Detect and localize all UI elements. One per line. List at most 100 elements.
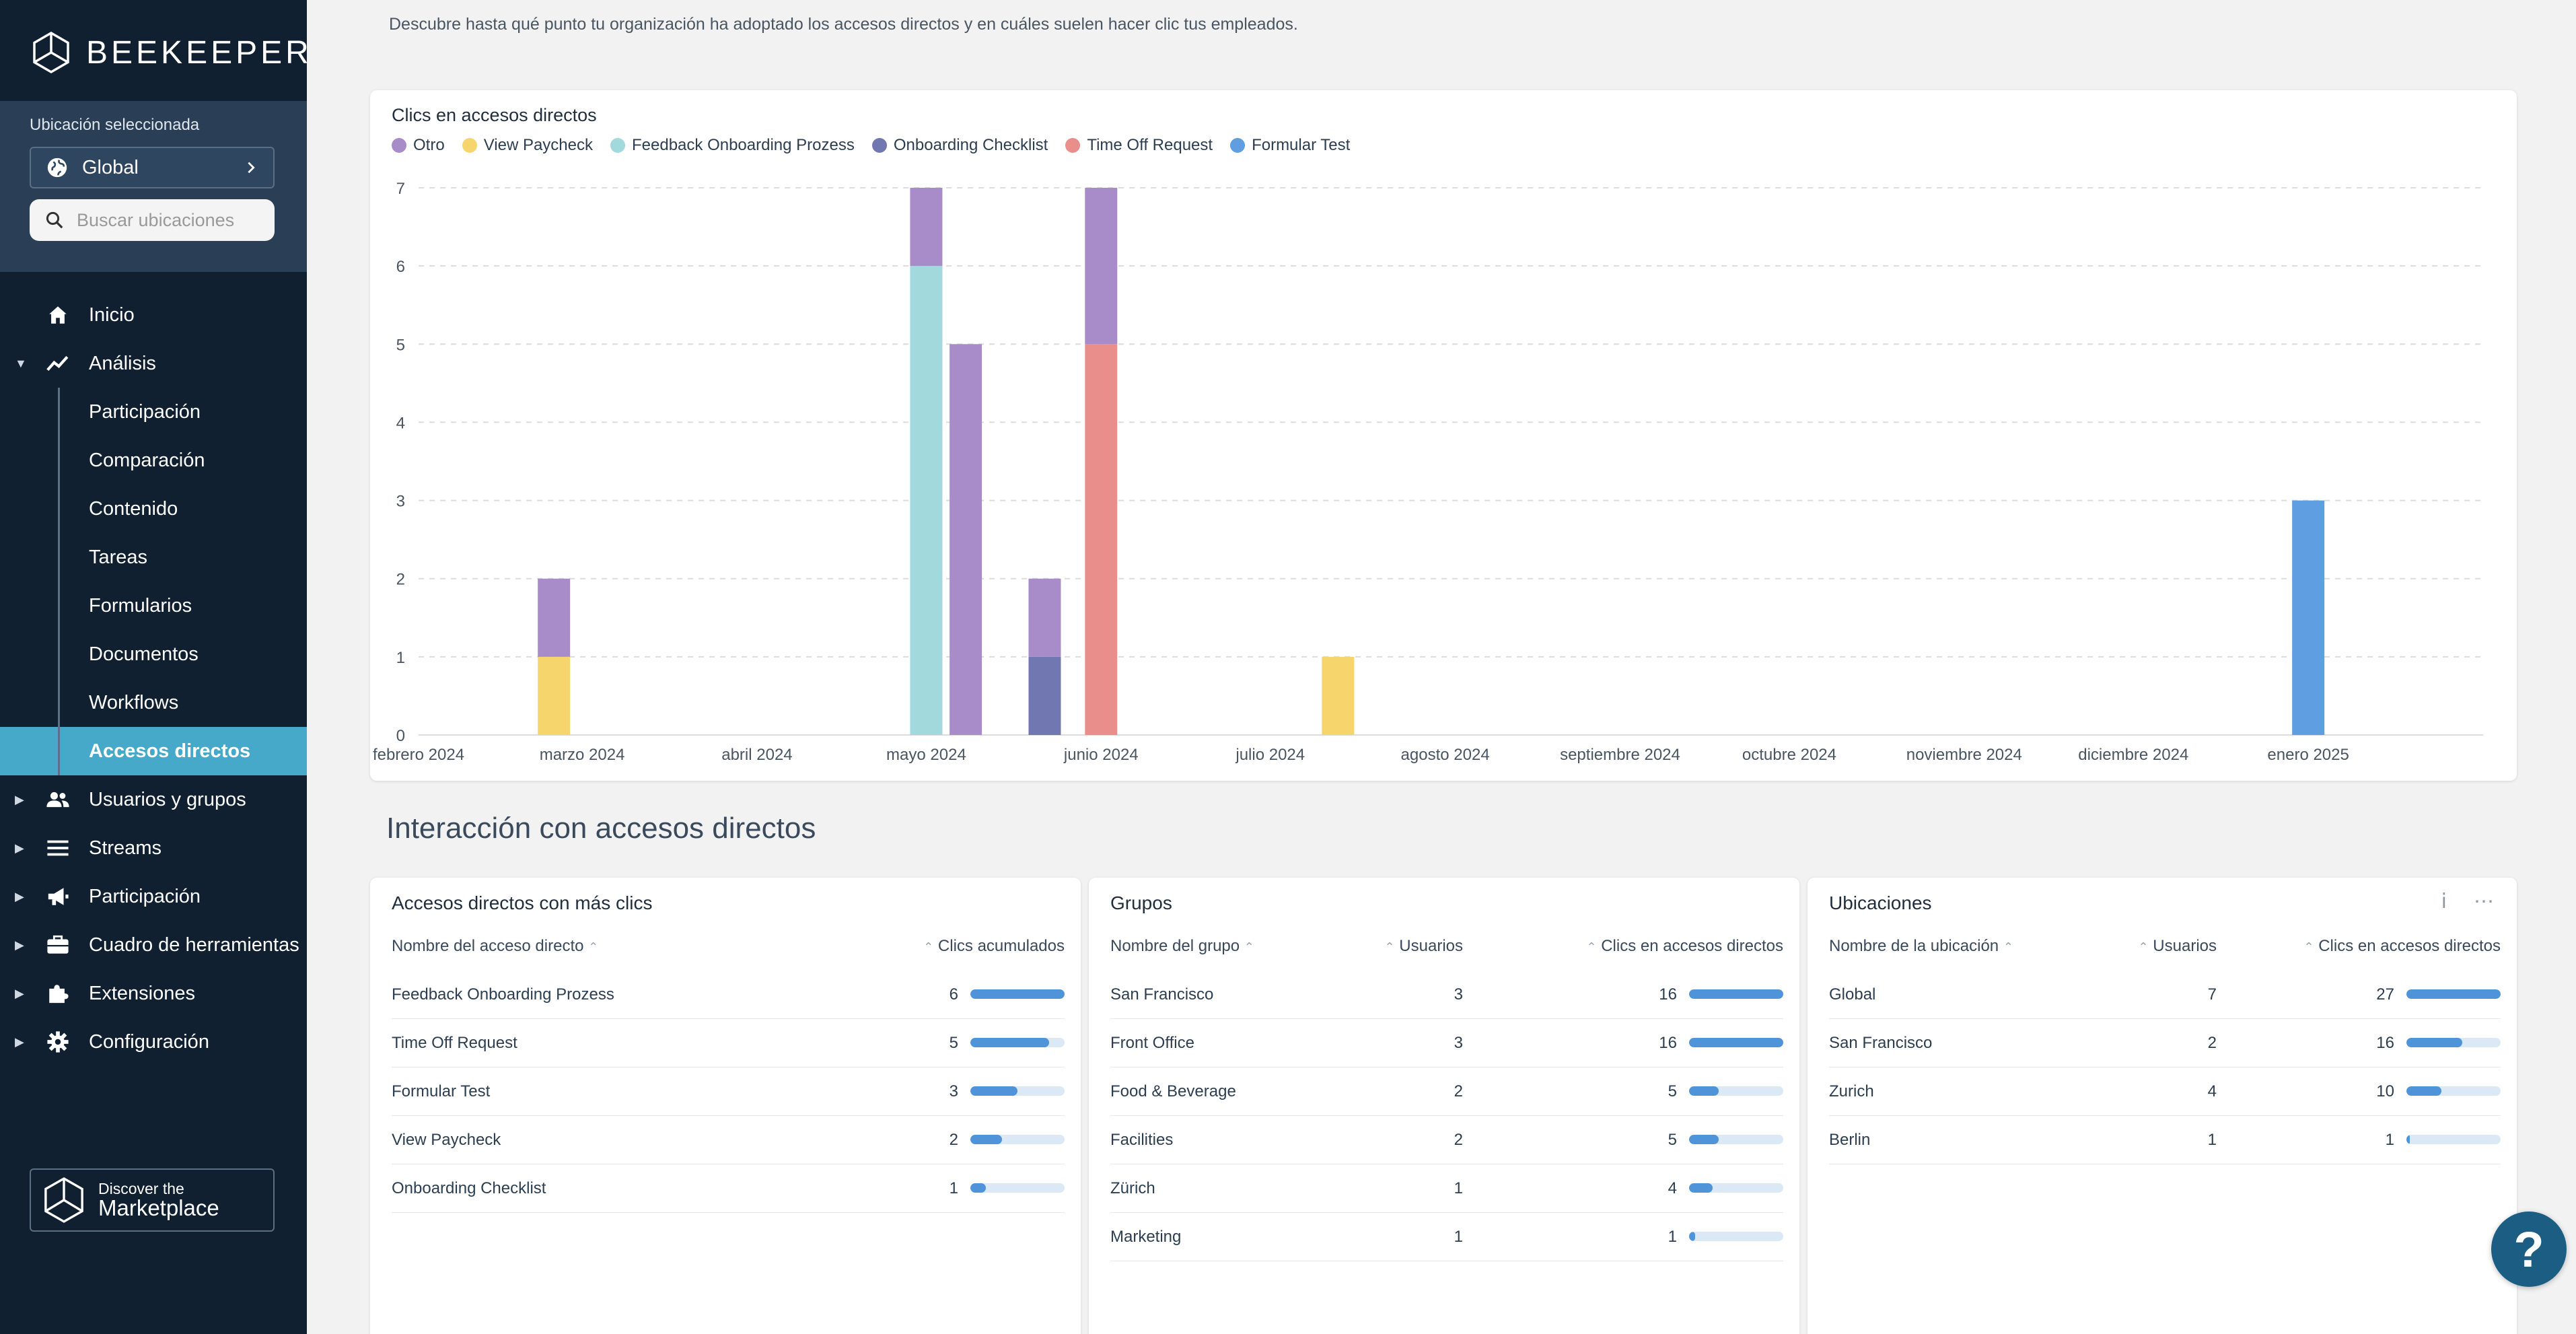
clicks-bar [970, 1086, 1065, 1096]
sub-item-tareas[interactable]: Tareas [89, 546, 148, 568]
location-search-input[interactable] [77, 209, 258, 231]
sort-icon: ⌃ [2303, 940, 2314, 954]
main-nav: Inicio ▼ Análisis Participación Comparac… [0, 291, 307, 1066]
legend-item[interactable]: Time Off Request [1065, 136, 1213, 155]
sub-item-comparacion[interactable]: Comparación [89, 449, 205, 471]
col-shortcut-clicks[interactable]: ⌃ Clics en accesos directos [2303, 937, 2501, 955]
table-row[interactable]: Zurich 4 10 [1829, 1067, 2501, 1116]
table-row[interactable]: Global 7 27 [1829, 971, 2501, 1019]
col-shortcut-name[interactable]: Nombre del acceso directo ⌃ [392, 937, 599, 955]
x-tick-label: agosto 2024 [1401, 746, 1490, 764]
more-options-icon[interactable]: ⋯ [2474, 890, 2494, 913]
sub-item-documentos[interactable]: Documentos [89, 643, 199, 665]
col-group-name[interactable]: Nombre del grupo ⌃ [1110, 937, 1254, 955]
row-name: Global [1829, 985, 1876, 1004]
nav-item-configuracion[interactable]: ▶ Configuración [0, 1018, 307, 1066]
locations-card-actions: ⅰ ⋯ [2441, 890, 2494, 913]
location-selector[interactable]: Global [30, 147, 275, 188]
row-name: Marketing [1110, 1228, 1182, 1246]
help-button[interactable]: ? [2491, 1212, 2567, 1287]
col-accumulated-clicks[interactable]: ⌃ Clics acumulados [923, 937, 1065, 955]
nav-item-extensiones[interactable]: ▶ Extensiones [0, 969, 307, 1018]
legend-item[interactable]: Otro [392, 136, 445, 155]
table-row[interactable]: Marketing 1 1 [1110, 1213, 1783, 1261]
table-row[interactable]: Front Office 3 16 [1110, 1019, 1783, 1067]
clicks-bar [2406, 1038, 2501, 1047]
legend-item[interactable]: View Paycheck [462, 136, 593, 155]
sub-item-participacion[interactable]: Participación [89, 400, 201, 423]
legend-dot [1230, 138, 1246, 153]
table-row[interactable]: Food & Beverage 2 5 [1110, 1067, 1783, 1116]
locations-card: Ubicaciones ⅰ ⋯ Nombre de la ubicación ⌃… [1808, 878, 2517, 1334]
row-clicks: 27 [2376, 985, 2394, 1004]
clicks-bar [1689, 1086, 1783, 1096]
table-row[interactable]: Onboarding Checklist 1 [392, 1164, 1065, 1213]
bar-segment [910, 188, 943, 267]
info-icon[interactable]: ⅰ [2441, 890, 2447, 913]
row-name: Food & Beverage [1110, 1082, 1236, 1100]
table-row[interactable]: San Francisco 3 16 [1110, 971, 1783, 1019]
x-tick-label: junio 2024 [1063, 746, 1139, 764]
nav-item-analisis[interactable]: ▼ Análisis [0, 339, 307, 388]
shortcut-clicks-chart-card: Clics en accesos directos Otro View Paych… [370, 90, 2517, 781]
sort-icon: ⌃ [1384, 940, 1395, 954]
nav-item-participacion[interactable]: ▶ Participación [0, 872, 307, 921]
row-clicks: 6 [949, 985, 958, 1004]
y-tick-label: 1 [396, 649, 405, 667]
table-row[interactable]: Time Off Request 5 [392, 1019, 1065, 1067]
sub-item-accesos-directos[interactable]: Accesos directos [0, 727, 307, 775]
col-location-name[interactable]: Nombre de la ubicación ⌃ [1829, 937, 2013, 955]
clicks-bar-fill [970, 989, 1065, 999]
row-name: Formular Test [392, 1082, 491, 1100]
table-row[interactable]: Feedback Onboarding Prozess 6 [392, 971, 1065, 1019]
row-clicks: 16 [1659, 1034, 1677, 1052]
table-row[interactable]: San Francisco 2 16 [1829, 1019, 2501, 1067]
clicks-bar-fill [1689, 989, 1783, 999]
legend-dot [392, 138, 406, 153]
section-title: Interacción con accesos directos [386, 812, 816, 845]
clicks-bar-fill [970, 1086, 1017, 1096]
table-row[interactable]: Facilities 2 5 [1110, 1116, 1783, 1164]
clicks-bar-fill [2406, 1135, 2410, 1144]
row-name: Feedback Onboarding Prozess [392, 985, 614, 1004]
legend-item[interactable]: Onboarding Checklist [871, 136, 1048, 155]
bar-segment [1322, 656, 1355, 735]
nav-item-inicio[interactable]: Inicio [0, 291, 307, 339]
sub-item-workflows[interactable]: Workflows [89, 691, 179, 713]
location-search[interactable] [30, 199, 275, 241]
row-name: Time Off Request [392, 1034, 517, 1052]
beekeeper-logo[interactable]: BEEKEEPER [30, 31, 312, 74]
nav-item-cuadro[interactable]: ▶ Cuadro de herramientas [0, 921, 307, 969]
legend-item[interactable]: Feedback Onboarding Prozess [610, 136, 855, 155]
row-name: Zürich [1110, 1179, 1155, 1197]
locations-title: Ubicaciones [1829, 892, 1932, 913]
row-clicks: 16 [2376, 1034, 2394, 1052]
locations-header: Nombre de la ubicación ⌃ ⌃ Usuarios ⌃ Cl… [1829, 937, 2501, 964]
col-users[interactable]: ⌃ Usuarios [1384, 937, 1463, 955]
marketplace-button[interactable]: Discover the Marketplace [30, 1168, 275, 1232]
gear-icon [46, 1030, 70, 1054]
nav-item-usuarios[interactable]: ▶ Usuarios y grupos [0, 775, 307, 824]
location-label: Ubicación seleccionada [30, 116, 200, 134]
menu-lines-icon [46, 836, 70, 860]
top-shortcuts-rows: Feedback Onboarding Prozess 6 Time Off Req… [392, 971, 1065, 1213]
col-users[interactable]: ⌃ Usuarios [2138, 937, 2217, 955]
table-row[interactable]: Berlin 1 1 [1829, 1116, 2501, 1164]
users-icon [46, 787, 70, 812]
nav-item-streams[interactable]: ▶ Streams [0, 824, 307, 872]
y-tick-label: 6 [396, 258, 405, 276]
col-shortcut-clicks[interactable]: ⌃ Clics en accesos directos [1586, 937, 1783, 955]
caret-down-icon: ▼ [15, 356, 27, 370]
groups-rows: San Francisco 3 16 Front Office 3 16 Food & Be… [1110, 971, 1783, 1261]
legend-item[interactable]: Formular Test [1230, 136, 1350, 155]
table-row[interactable]: View Paycheck 2 [392, 1116, 1065, 1164]
clicks-bar [970, 989, 1065, 999]
sub-item-formularios[interactable]: Formularios [89, 594, 192, 617]
submenu-line [58, 388, 60, 775]
top-shortcuts-header: Nombre del acceso directo ⌃ ⌃ Clics acum… [392, 937, 1065, 964]
table-row[interactable]: Zürich 1 4 [1110, 1164, 1783, 1213]
sub-item-contenido[interactable]: Contenido [89, 497, 178, 520]
top-shortcuts-card: Accesos directos con más clics Nombre de… [370, 878, 1081, 1334]
legend-label: Formular Test [1252, 136, 1351, 154]
table-row[interactable]: Formular Test 3 [392, 1067, 1065, 1116]
